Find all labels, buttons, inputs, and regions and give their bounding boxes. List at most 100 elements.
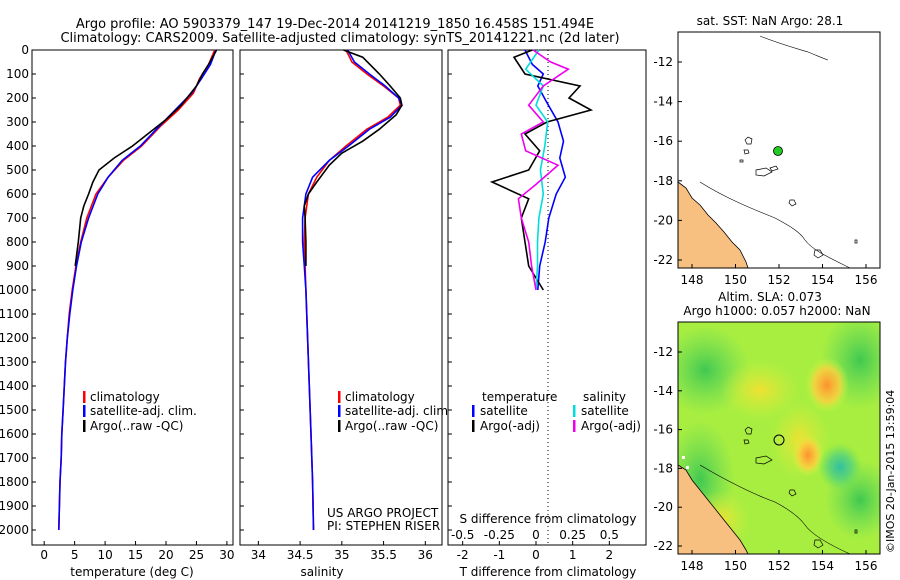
sla-low [818, 443, 862, 491]
sla-map-coast-fleck [682, 456, 685, 459]
legend-label-climatology: climatology [345, 390, 415, 404]
salinity-panel: 34 34.5 35 35.5 36 climatology satellite-adj… [239, 49, 452, 579]
x-tick-label: 5 [71, 548, 79, 562]
legend-heading-salinity: salinity [583, 390, 626, 404]
legend-label-s-argo: Argo(-adj) [581, 419, 641, 433]
map-x-tick-label: 154 [811, 273, 834, 287]
sst-map-title: sat. SST: NaN Argo: 28.1 [697, 14, 844, 28]
y-tick-label: 2000 [0, 523, 29, 537]
legend-swatch-s-argo [573, 420, 576, 432]
x-tick-label: 34 [251, 548, 266, 562]
legend-swatch-t-satellite [472, 405, 475, 417]
series-satellite-adj-clim- [301, 49, 403, 531]
pi-annotation: PI: STEPHEN RISER [327, 519, 440, 533]
sst-map: sat. SST: NaN Argo: 28.1 148 150 152 154 156… [653, 14, 881, 287]
sla-map: Altim. SLA: 0.073 Argo h1000: 0.057 h200… [653, 290, 881, 573]
y-tick-label: 600 [6, 187, 29, 201]
map-x-tick-label: 154 [811, 559, 834, 573]
legend-label-t-argo: Argo(-adj) [480, 419, 540, 433]
salinity-series [301, 49, 403, 531]
x2-tick-label: 0 [532, 528, 540, 542]
legend-heading-temperature: temperature [482, 390, 557, 404]
legend-label-t-satellite: satellite [480, 404, 528, 418]
y-tick-label: 0 [21, 43, 29, 57]
legend-label-argo: Argo(..raw -QC) [90, 419, 183, 433]
x-tick-label: 35 [334, 548, 349, 562]
temperature-x-axis: 0 5 10 15 20 25 30 [40, 541, 235, 562]
difference-legend: temperature satellite Argo(-adj) salinit… [472, 390, 641, 433]
legend-swatch-climatology [338, 391, 341, 403]
sst-map-axes: 148 150 152 154 156 -12 -14 -16 -18 -20 -22 [653, 55, 877, 287]
legend-swatch-satellite [83, 405, 86, 417]
map-y-tick-label: -14 [653, 384, 673, 398]
series-satellite-adj-clim- [58, 49, 217, 531]
x-tick-label: 0 [532, 548, 540, 562]
x2-tick-label: 0.25 [559, 528, 586, 542]
y-tick-label: 1200 [0, 331, 29, 345]
legend-swatch-satellite [338, 405, 341, 417]
y-tick-label: 300 [6, 115, 29, 129]
sst-map-north-contour [759, 35, 829, 61]
y-tick-label: 1400 [0, 379, 29, 393]
x2-tick-label: -0.5 [451, 528, 474, 542]
sla-map-reef-contour [699, 464, 851, 554]
x-tick-label: -2 [457, 548, 469, 562]
difference-x-axis: -2 -1 0 1 2 [448, 49, 614, 562]
x-tick-label: 0 [40, 548, 48, 562]
map-y-tick-label: -20 [653, 213, 673, 227]
sla-map-title2: Argo h1000: 0.057 h2000: NaN [683, 304, 870, 318]
sla-field [678, 322, 880, 554]
series-s-argo [517, 49, 570, 291]
x-tick-label: 25 [189, 548, 204, 562]
x-tick-label: 30 [219, 548, 234, 562]
argo-float-marker [773, 146, 783, 156]
temperature-series [58, 49, 218, 531]
legend-swatch-climatology [83, 391, 86, 403]
map-x-tick-label: 148 [681, 559, 704, 573]
map-y-tick-label: -22 [653, 539, 673, 553]
legend-swatch-t-argo [472, 420, 475, 432]
salinity-x-label: salinity [300, 565, 343, 579]
sla-high [792, 433, 824, 477]
s-difference-label: S difference from climatology [460, 512, 637, 526]
y-tick-label: 400 [6, 139, 29, 153]
difference-series [489, 49, 594, 291]
y-tick-label: 900 [6, 259, 29, 273]
sla-map-title1: Altim. SLA: 0.073 [718, 290, 822, 304]
x-tick-label: 36 [418, 548, 433, 562]
map-y-tick-label: -12 [653, 55, 673, 69]
y-tick-label: 1700 [0, 451, 29, 465]
x2-tick-label: 0.5 [600, 528, 619, 542]
y-tick-label: 1800 [0, 475, 29, 489]
map-x-tick-label: 148 [681, 273, 704, 287]
series-t-satellite [524, 49, 567, 291]
x2-tick-label: -0.25 [484, 528, 515, 542]
legend-swatch-argo [83, 420, 86, 432]
temperature-x-label: temperature (deg C) [70, 565, 193, 579]
legend-swatch-s-satellite [573, 405, 576, 417]
y-tick-label: 700 [6, 211, 29, 225]
map-x-tick-label: 156 [855, 273, 878, 287]
legend-label-climatology: climatology [90, 390, 160, 404]
y-tick-label: 500 [6, 163, 29, 177]
x-tick-label: 2 [606, 548, 614, 562]
y-tick-label: 100 [6, 67, 29, 81]
map-x-tick-label: 152 [768, 559, 791, 573]
salinity-legend: climatology satellite-adj. clim. Argo(..… [338, 390, 452, 433]
y-tick-label: 800 [6, 235, 29, 249]
y-tick-label: 200 [6, 91, 29, 105]
map-x-tick-label: 150 [724, 273, 747, 287]
salinity-axes [239, 49, 443, 546]
difference-panel: -2 -1 0 1 2 -0.5 -0.25 0 0.25 0.5 temperature sa… [447, 49, 647, 579]
map-y-tick-label: -16 [653, 134, 673, 148]
y-tick-label: 1900 [0, 499, 29, 513]
project-annotation: US ARGO PROJECT [327, 506, 439, 520]
series-argo-raw-qc- [303, 49, 403, 266]
x-tick-label: 10 [97, 548, 112, 562]
temperature-panel: 0100200300400500600700800900100011001200… [0, 43, 235, 579]
map-x-tick-label: 152 [768, 273, 791, 287]
sla-map-land [678, 464, 749, 554]
argo-float-marker-outline [773, 434, 785, 446]
temperature-legend: climatology satellite-adj. clim. Argo(..… [83, 390, 197, 433]
depth-axis: 0 100 200 300 400 500 600 700 800 900 1000 1100 1200… [0, 43, 36, 537]
